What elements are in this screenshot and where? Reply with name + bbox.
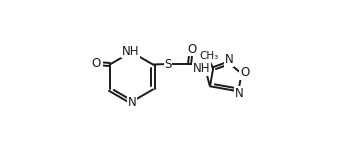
Text: NH: NH xyxy=(193,62,211,75)
Text: O: O xyxy=(187,43,196,56)
Text: CH₃: CH₃ xyxy=(200,51,219,61)
Text: N: N xyxy=(235,87,244,100)
Text: NH: NH xyxy=(122,45,139,58)
Text: O: O xyxy=(92,57,101,70)
Text: N: N xyxy=(127,96,136,109)
Text: S: S xyxy=(164,58,172,71)
Text: N: N xyxy=(224,53,233,66)
Text: O: O xyxy=(240,66,249,79)
